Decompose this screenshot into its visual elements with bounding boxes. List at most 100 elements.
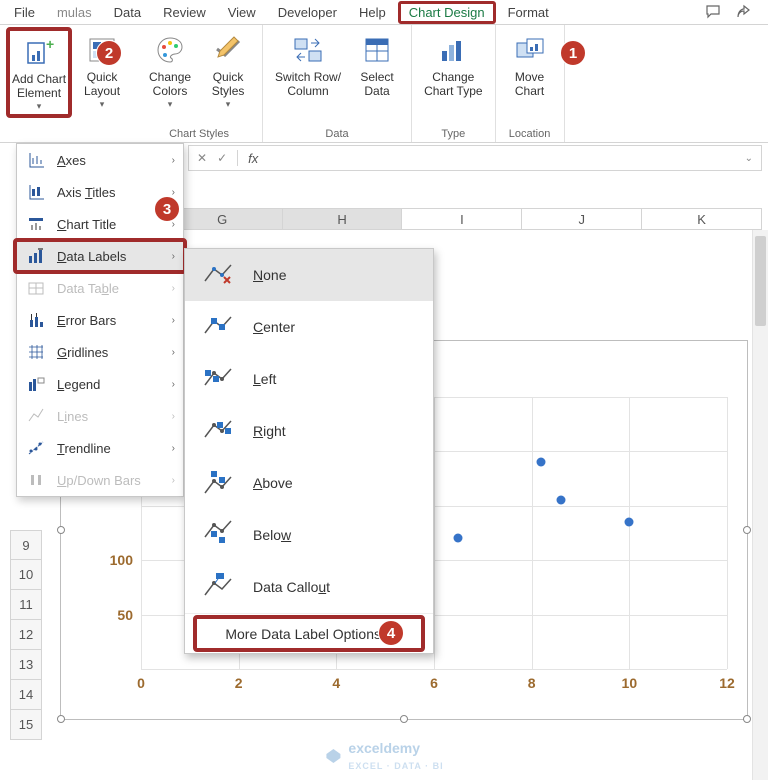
gridlines-icon [25, 341, 47, 363]
watermark-tag: EXCEL · DATA · BI [348, 761, 443, 771]
change-chart-type-icon [434, 31, 472, 69]
tab-view[interactable]: View [218, 2, 266, 23]
row-13[interactable]: 13 [10, 650, 42, 680]
row-11[interactable]: 11 [10, 590, 42, 620]
menu-updown-bars: Up/Down Bars› [17, 464, 183, 496]
menu-gridlines[interactable]: Gridlines› [17, 336, 183, 368]
fbar-cancel-icon[interactable]: ✕ [197, 151, 207, 165]
row-10[interactable]: 10 [10, 560, 42, 590]
switch-row-column-button[interactable]: Switch Row/ Column [269, 27, 347, 103]
row-9[interactable]: 9 [10, 530, 42, 560]
submenu-none[interactable]: None [185, 249, 433, 301]
legend-icon [25, 373, 47, 395]
tab-file[interactable]: File [4, 2, 45, 23]
quick-layout-button[interactable]: Quick Layout ▾ [74, 27, 130, 114]
submenu-data-callout[interactable]: Data Callout [185, 561, 433, 613]
updown-bars-icon [25, 469, 47, 491]
row-headers: 9 10 11 12 13 14 15 [10, 530, 42, 740]
tab-chart-design[interactable]: Chart Design [398, 1, 496, 24]
quick-styles-icon [209, 31, 247, 69]
none-icon [201, 258, 235, 292]
change-chart-type-label: Change Chart Type [424, 71, 482, 99]
chart-handle[interactable] [57, 526, 65, 534]
menu-axes[interactable]: Axes› [17, 144, 183, 176]
submenu-above[interactable]: Above [185, 457, 433, 509]
group-styles-label: Chart Styles [142, 126, 256, 142]
comments-icon[interactable] [704, 3, 722, 21]
fbar-expand-icon[interactable]: ⌄ [745, 153, 753, 164]
scrollbar-thumb[interactable] [755, 236, 766, 326]
tab-developer[interactable]: Developer [268, 2, 347, 23]
row-14[interactable]: 14 [10, 680, 42, 710]
change-colors-button[interactable]: Change Colors ▾ [142, 27, 198, 114]
switch-row-column-label: Switch Row/ Column [275, 71, 341, 99]
tab-formulas-partial[interactable]: mulas [47, 2, 102, 23]
scatter-point[interactable] [556, 496, 565, 505]
group-layouts-label [6, 126, 130, 142]
chevron-right-icon: › [172, 379, 175, 390]
col-K[interactable]: K [642, 208, 762, 230]
tab-data[interactable]: Data [104, 2, 151, 23]
formula-bar[interactable]: ✕ ✓ fx ⌄ [188, 145, 762, 171]
chevron-right-icon: › [172, 411, 175, 422]
add-chart-element-menu: Axes› Axis Titles› Chart Title› Data Lab… [16, 143, 184, 497]
select-data-label: Select Data [360, 71, 393, 99]
col-J[interactable]: J [522, 208, 642, 230]
below-icon [201, 518, 235, 552]
submenu-right[interactable]: Right [185, 405, 433, 457]
menu-data-table: Data Table› [17, 272, 183, 304]
submenu-below[interactable]: Below [185, 509, 433, 561]
share-icon[interactable] [734, 3, 752, 21]
vertical-scrollbar[interactable] [752, 230, 768, 780]
menu-error-bars[interactable]: Error Bars› [17, 304, 183, 336]
callout-badge-3: 3 [154, 196, 180, 222]
submenu-left[interactable]: Left [185, 353, 433, 405]
tab-help[interactable]: Help [349, 2, 396, 23]
chart-handle[interactable] [743, 715, 751, 723]
scatter-point[interactable] [454, 534, 463, 543]
col-H[interactable]: H [283, 208, 403, 230]
left-icon [201, 362, 235, 396]
chart-handle[interactable] [743, 526, 751, 534]
callout-badge-1: 1 [560, 40, 586, 66]
chevron-right-icon: › [172, 347, 175, 358]
quick-styles-button[interactable]: Quick Styles ▾ [200, 27, 256, 114]
submenu-center[interactable]: Center [185, 301, 433, 353]
tab-review[interactable]: Review [153, 2, 216, 23]
fbar-enter-icon[interactable]: ✓ [217, 151, 227, 165]
scatter-point[interactable] [537, 458, 546, 467]
tabs-right-controls [704, 3, 764, 21]
group-location-label: Location [502, 126, 558, 142]
select-data-button[interactable]: Select Data [349, 27, 405, 103]
chart-handle[interactable] [400, 715, 408, 723]
quick-styles-label: Quick Styles [212, 71, 245, 99]
select-data-icon [358, 31, 396, 69]
callout-badge-4: 4 [378, 620, 404, 646]
tab-format[interactable]: Format [498, 2, 559, 23]
row-12[interactable]: 12 [10, 620, 42, 650]
chevron-right-icon: › [172, 315, 175, 326]
chart-handle[interactable] [57, 715, 65, 723]
menu-data-labels[interactable]: Data Labels› [17, 240, 183, 272]
move-chart-icon [511, 31, 549, 69]
ribbon-tabs: File mulas Data Review View Developer He… [0, 0, 768, 25]
move-chart-label: Move Chart [515, 71, 544, 99]
col-I[interactable]: I [402, 208, 522, 230]
menu-trendline[interactable]: Trendline› [17, 432, 183, 464]
add-chart-element-button[interactable]: + Add Chart Element ▾ [6, 27, 72, 118]
move-chart-button[interactable]: Move Chart [502, 27, 558, 103]
watermark-text: exceldemy [348, 740, 420, 756]
callout-badge-2: 2 [96, 40, 122, 66]
palette-icon [151, 31, 189, 69]
chevron-right-icon: › [172, 155, 175, 166]
right-icon [201, 414, 235, 448]
fx-label[interactable]: fx [248, 151, 258, 166]
chevron-right-icon: › [172, 475, 175, 486]
menu-legend[interactable]: Legend› [17, 368, 183, 400]
scatter-point[interactable] [625, 518, 634, 527]
above-icon [201, 466, 235, 500]
trendline-icon [25, 437, 47, 459]
change-chart-type-button[interactable]: Change Chart Type [418, 27, 488, 103]
row-15[interactable]: 15 [10, 710, 42, 740]
group-data-label: Data [269, 126, 405, 142]
